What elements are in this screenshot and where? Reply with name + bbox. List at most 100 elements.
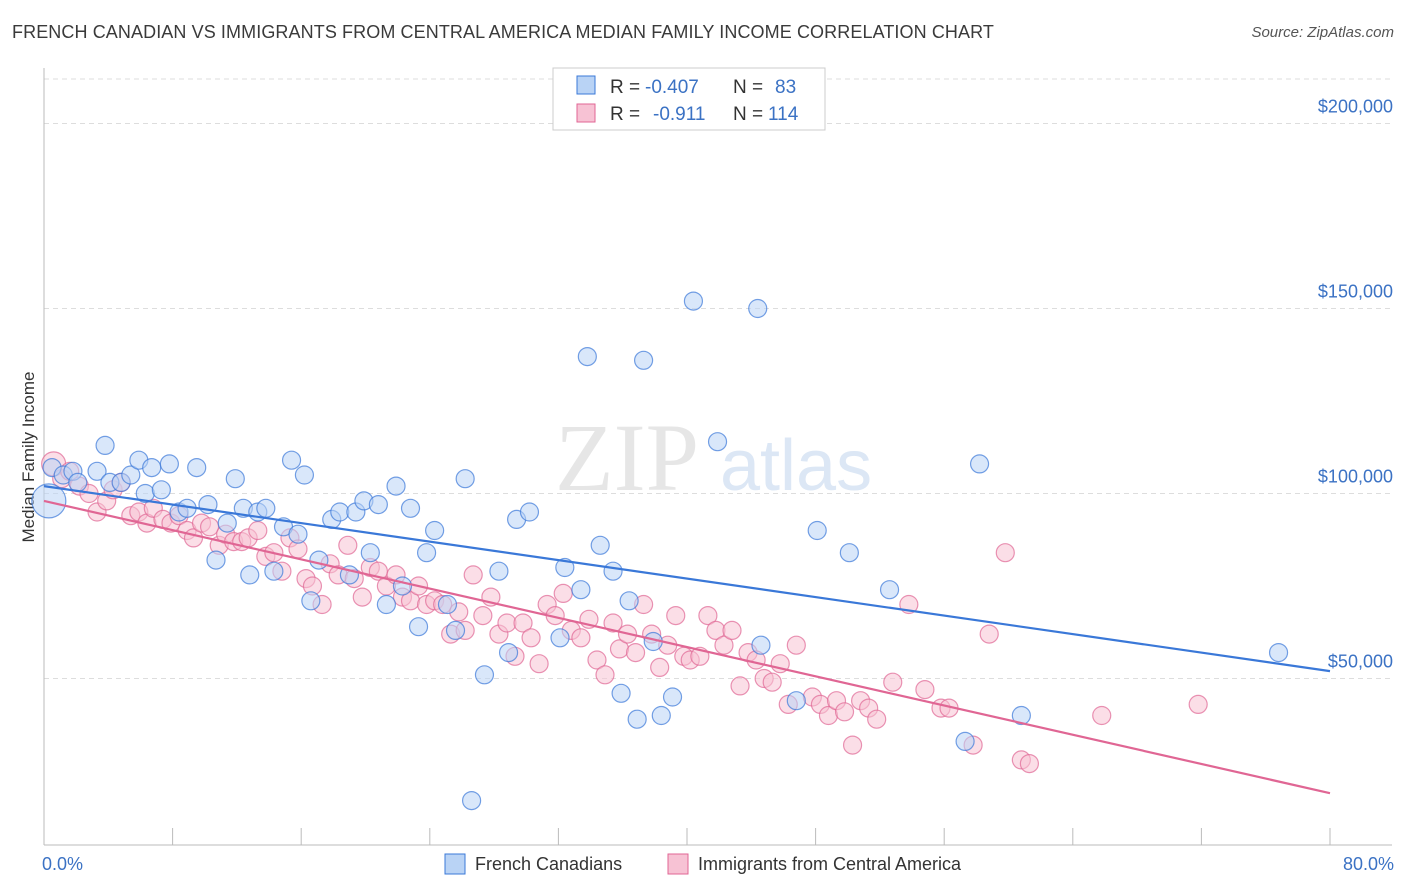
point-blue-31 xyxy=(301,591,321,611)
point-pink-56 xyxy=(497,613,517,633)
point-blue-34 xyxy=(330,502,350,522)
point-pink-63 xyxy=(553,583,573,604)
point-pink-77 xyxy=(666,605,686,626)
point-blue-14 xyxy=(159,454,179,474)
point-blue-39 xyxy=(368,495,388,515)
point-pink-69 xyxy=(603,613,623,633)
point-blue-60 xyxy=(590,535,610,555)
y-tick-label-1: $100,000 xyxy=(1318,467,1393,487)
grid-lines xyxy=(44,78,1392,679)
point-pink-89 xyxy=(762,672,782,692)
point-blue-26 xyxy=(264,561,284,581)
point-blue-48 xyxy=(445,620,466,641)
point-blue-30 xyxy=(294,465,315,485)
watermark-zip: ZIP xyxy=(555,404,699,511)
chart-source: Source: ZipAtlas.com xyxy=(1251,24,1394,41)
point-blue-4 xyxy=(68,472,88,492)
point-blue-50 xyxy=(461,790,482,811)
legend-r-label-1: R = xyxy=(610,77,640,98)
point-blue-40 xyxy=(376,594,396,615)
point-blue-20 xyxy=(217,513,237,533)
point-pink-38 xyxy=(352,587,372,607)
point-pink-108 xyxy=(979,624,999,644)
x-tick-label-left: 0.0% xyxy=(42,854,83,874)
point-pink-58 xyxy=(513,613,533,633)
bottom-legend-label-pink: Immigrants from Central America xyxy=(698,854,962,874)
point-blue-57 xyxy=(555,557,575,578)
point-blue-42 xyxy=(392,576,413,596)
point-blue-55 xyxy=(519,502,540,522)
trend-lines xyxy=(43,485,1331,795)
point-pink-97 xyxy=(834,702,855,722)
point-pink-112 xyxy=(1092,705,1112,726)
point-blue-29 xyxy=(288,524,308,544)
point-blue-51 xyxy=(474,665,495,685)
point-blue-46 xyxy=(425,520,445,541)
point-blue-64 xyxy=(627,709,647,729)
series-blue-points xyxy=(31,291,1289,811)
legend-r-value-1: -0.407 xyxy=(645,77,699,98)
point-pink-83 xyxy=(714,635,734,655)
point-blue-79 xyxy=(1011,705,1031,726)
point-blue-6 xyxy=(95,435,115,455)
point-pink-113 xyxy=(1188,694,1208,715)
point-blue-73 xyxy=(786,691,806,711)
point-blue-80 xyxy=(1268,642,1289,663)
legend-box xyxy=(552,67,826,131)
point-blue-69 xyxy=(683,291,704,311)
point-pink-98 xyxy=(842,735,863,755)
point-pink-81 xyxy=(698,605,718,626)
point-blue-58 xyxy=(571,580,591,600)
point-pink-52 xyxy=(463,565,483,585)
point-pink-65 xyxy=(571,628,591,648)
point-blue-44 xyxy=(408,617,429,637)
point-pink-101 xyxy=(867,709,887,729)
point-blue-61 xyxy=(603,561,623,581)
point-blue-53 xyxy=(498,642,519,663)
point-blue-78 xyxy=(969,454,990,474)
point-blue-76 xyxy=(879,580,900,600)
y-tick-labels: $50,000 $100,000 $150,000 $200,000 xyxy=(1318,97,1393,672)
point-blue-23 xyxy=(240,565,260,585)
y-tick-label-2: $150,000 xyxy=(1318,282,1393,302)
point-pink-36 xyxy=(338,535,358,555)
point-blue-52 xyxy=(489,561,509,581)
point-pink-67 xyxy=(587,650,607,670)
point-blue-59 xyxy=(577,347,597,367)
point-blue-28 xyxy=(281,450,302,470)
point-blue-13 xyxy=(151,480,171,500)
trend-line-pink xyxy=(43,499,1331,795)
point-blue-72 xyxy=(751,635,771,655)
y-tick-label-3: $200,000 xyxy=(1318,97,1393,117)
bottom-legend-label-blue: French Canadians xyxy=(475,854,622,874)
legend-swatch-blue xyxy=(576,75,596,95)
point-blue-45 xyxy=(416,543,437,563)
chart-title: FRENCH CANADIAN VS IMMIGRANTS FROM CENTR… xyxy=(12,22,995,42)
point-blue-25 xyxy=(256,498,276,518)
point-blue-43 xyxy=(400,498,421,518)
legend-n-label-1: N = xyxy=(733,77,763,98)
point-blue-62 xyxy=(611,683,631,703)
point-pink-19 xyxy=(199,517,220,537)
point-pink-92 xyxy=(786,635,806,655)
legend-n-value-2: 114 xyxy=(768,104,799,125)
point-blue-19 xyxy=(206,550,226,570)
point-blue-17 xyxy=(187,458,207,478)
point-blue-9 xyxy=(121,465,141,485)
legend-n-value-1: 83 xyxy=(775,77,796,98)
legend-swatch-pink xyxy=(576,103,596,123)
point-blue-68 xyxy=(662,687,683,707)
bottom-legend-swatch-blue xyxy=(444,853,466,875)
legend-r-value-2: -0.911 xyxy=(653,104,705,125)
point-blue-38 xyxy=(360,543,380,563)
point-blue-67 xyxy=(651,705,671,726)
legend-n-label-2: N = xyxy=(733,104,763,125)
point-pink-25 xyxy=(248,520,268,541)
point-pink-75 xyxy=(650,657,670,678)
point-pink-104 xyxy=(915,679,935,700)
point-pink-84 xyxy=(722,620,742,641)
point-pink-85 xyxy=(730,676,750,696)
point-pink-60 xyxy=(529,654,549,674)
watermark-atlas: atlas xyxy=(720,426,872,506)
